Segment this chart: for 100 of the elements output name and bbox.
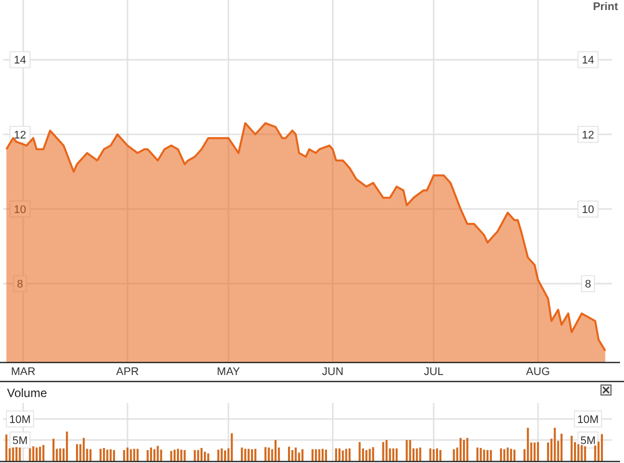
bar (513, 450, 516, 461)
bar (194, 450, 196, 461)
bar (176, 448, 179, 461)
y-tick-label: 12 (14, 129, 26, 142)
bar (268, 448, 270, 461)
bar (110, 449, 112, 461)
bar (5, 434, 8, 461)
bar (584, 446, 586, 461)
bar (314, 449, 317, 461)
bar (432, 449, 435, 461)
bar (204, 452, 206, 461)
bar (547, 442, 550, 461)
y-tick-label: 10M (9, 414, 31, 426)
y-tick-label: 5M (12, 434, 28, 447)
x-tick-label: AUG (526, 366, 550, 378)
bar (76, 444, 78, 461)
bar (436, 448, 438, 461)
chart-title: Volume (7, 386, 48, 400)
x-tick-label: JUL (424, 366, 444, 378)
bar (506, 448, 509, 461)
bar (106, 450, 108, 461)
y-tick-label: 8 (16, 278, 24, 291)
bar (52, 438, 54, 461)
y2-tick-label: 14 (582, 54, 594, 67)
bar (406, 440, 408, 461)
bar (220, 448, 223, 461)
bar (32, 446, 34, 461)
bar (570, 436, 573, 461)
bar (409, 440, 412, 461)
bar (392, 448, 394, 461)
bar (153, 449, 156, 461)
bar (560, 434, 563, 461)
bar (224, 450, 226, 461)
annotation: Print (592, 1, 618, 13)
bar (345, 448, 348, 461)
bar (89, 449, 92, 461)
bar (15, 447, 18, 461)
bar (301, 449, 304, 461)
bar (396, 448, 398, 461)
bar (462, 440, 465, 461)
bar (312, 449, 314, 461)
bar (368, 448, 371, 461)
bar (358, 442, 361, 461)
bar (197, 450, 200, 461)
bar (554, 428, 556, 461)
bar (526, 428, 529, 461)
bar (335, 448, 338, 461)
bar (429, 448, 432, 461)
bar (18, 448, 21, 461)
bar (184, 450, 186, 461)
bar (483, 450, 486, 461)
y2-tick-label: 12 (582, 129, 594, 142)
bar (180, 450, 182, 461)
bar (594, 445, 596, 461)
bar (136, 448, 139, 461)
bar (365, 450, 368, 461)
y2-tick-label: 10M (577, 414, 599, 426)
bar (534, 442, 536, 461)
bar (600, 434, 603, 461)
y2-tick-label: 8 (584, 278, 592, 291)
bar (466, 438, 468, 461)
y-tick-label: 14 (14, 54, 26, 67)
bar (294, 448, 297, 461)
bar (174, 450, 176, 461)
bar (39, 446, 42, 461)
x-tick-label: JUN (322, 366, 344, 378)
x-tick-label: MAY (216, 366, 241, 378)
bar (254, 448, 256, 461)
bar (248, 448, 250, 461)
bar (217, 450, 220, 461)
bar (207, 453, 210, 461)
bar (146, 450, 149, 461)
bar (102, 448, 105, 461)
x-tick-label: APR (116, 366, 139, 378)
bar (342, 450, 344, 461)
bar (325, 450, 328, 461)
y2-tick-label: 10 (582, 204, 594, 216)
bar (460, 438, 462, 461)
bar (230, 433, 233, 461)
bar (100, 448, 102, 461)
bar (12, 448, 14, 461)
bar (486, 450, 489, 461)
bar (130, 449, 132, 461)
bar (126, 448, 128, 461)
bar (503, 449, 506, 461)
bar (42, 445, 44, 461)
x-tick-label: MAR (10, 366, 36, 378)
bar (577, 444, 580, 461)
bar (160, 450, 162, 461)
bar (82, 438, 85, 461)
bar (291, 450, 294, 461)
bar (150, 448, 152, 461)
bar (476, 448, 478, 461)
bar (240, 448, 243, 461)
bar (382, 442, 384, 461)
bar (348, 448, 351, 461)
bar (288, 446, 290, 461)
bar (580, 445, 583, 461)
bar (264, 447, 266, 461)
y2-tick-label: 5M (580, 434, 596, 447)
